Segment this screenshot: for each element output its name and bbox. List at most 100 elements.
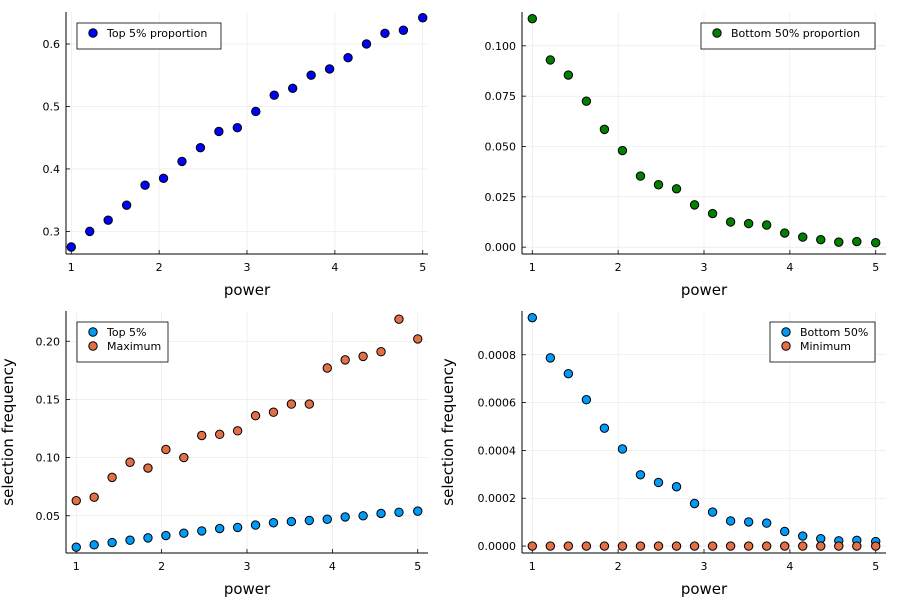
data-point: [545, 353, 556, 363]
legend-box: [700, 22, 876, 50]
data-point: [286, 516, 297, 527]
data-point: [816, 541, 826, 551]
legend-marker: [88, 28, 98, 38]
data-point: [71, 495, 81, 506]
data-point: [195, 142, 206, 153]
data-point: [653, 541, 664, 551]
data-point: [322, 514, 332, 524]
legend-label: Bottom 50%: [800, 326, 868, 339]
data-point: [177, 156, 187, 167]
y-tick-label: 0.0006: [478, 397, 517, 410]
y-axis-label: selection frequency: [0, 358, 17, 506]
data-point: [599, 423, 610, 433]
data-point: [852, 541, 862, 551]
data-point: [322, 363, 332, 373]
y-tick-label: 0.0008: [478, 349, 517, 362]
x-tick-label: 4: [786, 261, 793, 274]
data-point: [304, 399, 315, 409]
y-tick-label: 0.20: [36, 335, 61, 348]
data-series-1: [66, 13, 428, 252]
data-point: [635, 470, 646, 480]
data-point: [870, 238, 881, 248]
data-series-2: [527, 541, 881, 551]
data-point: [103, 215, 113, 225]
data-point: [398, 25, 409, 35]
data-point: [761, 518, 772, 528]
x-tick-label: 4: [331, 261, 338, 274]
y-tick-label: 0.025: [485, 191, 517, 204]
x-tick-label: 4: [329, 560, 336, 573]
data-point: [304, 515, 315, 526]
data-point: [125, 457, 135, 467]
data-point: [635, 171, 646, 181]
data-point: [66, 242, 76, 252]
legend-label: Maximum: [107, 340, 161, 353]
x-tick-label: 1: [68, 261, 75, 274]
y-tick-label: 0.05: [36, 510, 61, 523]
x-tick-label: 2: [615, 560, 622, 573]
x-axis-label: power: [224, 281, 271, 299]
data-point: [161, 444, 171, 455]
data-point: [563, 70, 574, 80]
data-point: [232, 522, 243, 533]
data-point: [143, 533, 153, 543]
data-point: [89, 492, 99, 502]
data-point: [107, 472, 117, 483]
data-point: [798, 541, 808, 551]
x-axis-label: power: [224, 580, 271, 598]
x-tick-label: 2: [615, 261, 622, 274]
data-point: [653, 477, 664, 488]
data-point: [725, 516, 736, 526]
data-point: [214, 523, 225, 534]
data-point: [161, 530, 171, 541]
data-point: [617, 145, 628, 156]
data-point: [343, 53, 353, 63]
data-point: [798, 531, 808, 541]
data-point: [599, 124, 610, 135]
x-tick-label: 5: [414, 560, 421, 573]
x-tick-label: 3: [244, 261, 251, 274]
data-point: [743, 517, 754, 527]
data-point: [121, 200, 132, 210]
data-point: [394, 507, 404, 517]
data-point: [214, 126, 224, 137]
data-point: [725, 217, 736, 227]
legend-label: Bottom 50% proportion: [731, 27, 860, 40]
data-point: [653, 180, 664, 190]
y-tick-label: 0.4: [43, 163, 61, 176]
data-point: [340, 355, 350, 365]
legend-box: [76, 22, 222, 50]
legend: Bottom 50% proportion: [700, 22, 876, 50]
legend: Top 5% proportion: [76, 22, 222, 50]
y-tick-label: 0.6: [43, 38, 61, 51]
y-tick-label: 0.0002: [478, 492, 517, 505]
legend: Top 5%Maximum: [76, 321, 169, 363]
data-point: [269, 90, 279, 100]
y-tick-label: 0.100: [485, 40, 517, 53]
data-point: [834, 237, 844, 247]
data-point: [179, 528, 189, 538]
data-point: [179, 452, 189, 463]
y-tick-label: 0.000: [485, 241, 517, 254]
chart-panel-2: 1 2 3 4 5 0.000 0.025 0.050 0.075 0.100 power Botto…: [485, 12, 886, 299]
x-tick-label: 1: [529, 560, 536, 573]
legend-marker: [88, 341, 98, 351]
data-point: [376, 508, 386, 519]
data-point: [581, 541, 592, 551]
y-tick-label: 0.3: [43, 225, 61, 238]
data-point: [617, 444, 628, 454]
y-tick-label: 0.050: [485, 140, 517, 153]
legend-marker: [781, 341, 791, 351]
y-tick-label: 0.15: [36, 393, 61, 406]
data-point: [376, 347, 386, 357]
data-point: [671, 541, 682, 551]
x-tick-label: 3: [701, 261, 708, 274]
data-point: [671, 184, 682, 194]
data-point: [268, 407, 279, 417]
data-point: [251, 106, 261, 117]
y-tick-label: 0.0000: [478, 540, 517, 553]
y-tick-label: 0.075: [485, 90, 517, 103]
data-point: [545, 55, 556, 65]
data-point: [707, 208, 718, 219]
